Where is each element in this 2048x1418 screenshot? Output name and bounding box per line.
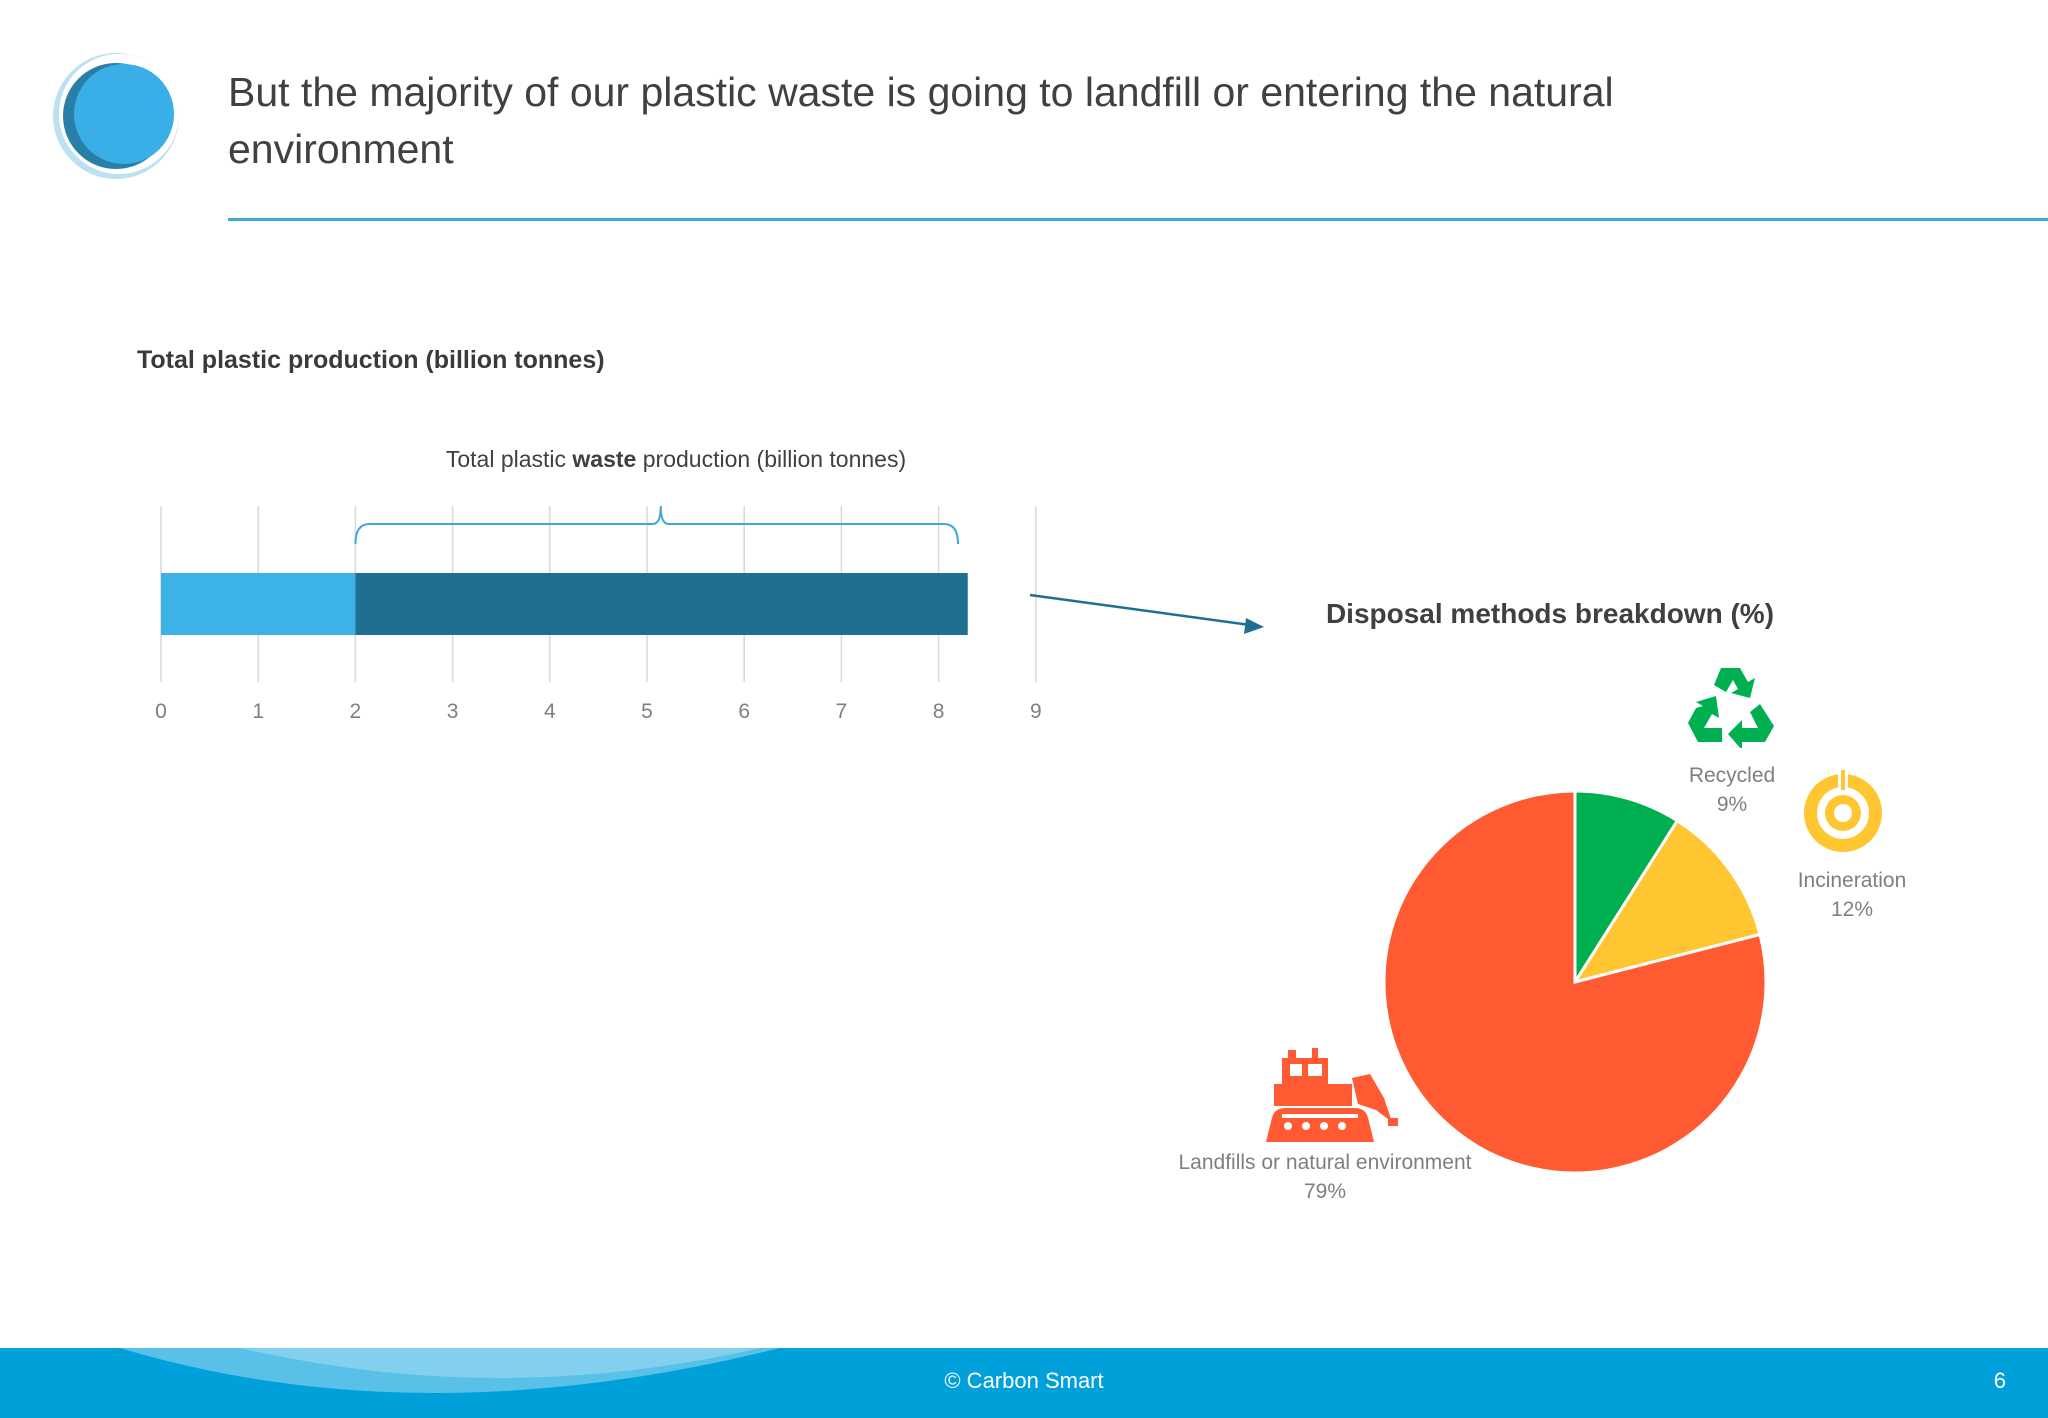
title-divider [228, 218, 2048, 221]
waste-label-pre: Total plastic [445, 446, 573, 472]
x-tick-label: 0 [155, 700, 167, 723]
bar-segment-recycled-share [161, 573, 356, 635]
x-tick-label: 3 [447, 700, 459, 723]
x-tick-label: 8 [933, 700, 945, 723]
x-tick-label: 1 [252, 700, 264, 723]
x-tick-label: 4 [544, 700, 556, 723]
label-landfill: Landfills or natural environment 79% [1150, 1148, 1500, 1206]
waste-bracket [354, 505, 960, 545]
recycle-icon [1688, 668, 1774, 748]
waste-label-bold: waste [572, 446, 637, 472]
label-incineration: Incineration 12% [1772, 866, 1932, 924]
bulldozer-icon [1266, 1048, 1398, 1142]
charts-canvas: 0 1 2 3 4 5 6 7 8 9 [155, 505, 1768, 1175]
x-tick-label: 7 [836, 700, 848, 723]
label-incineration-value: 12% [1830, 898, 1874, 921]
incineration-icon [1804, 770, 1882, 852]
waste-label-post: production (billion tonnes) [636, 446, 907, 472]
page-number: 6 [1993, 1368, 2006, 1393]
x-tick-label: 2 [350, 700, 362, 723]
label-recycled-name: Recycled [1688, 764, 1776, 787]
x-tick-label: 6 [738, 700, 750, 723]
copyright-text: © Carbon Smart [944, 1368, 1104, 1393]
waste-bracket-label: Total plastic waste production (billion … [300, 446, 1052, 473]
pie-slice-recycled [1573, 789, 1680, 988]
x-tick-label: 9 [1030, 700, 1042, 723]
arrow [1029, 593, 1264, 634]
pie-slice-landfills [1382, 789, 1768, 1175]
slide-title: But the majority of our plastic waste is… [228, 69, 1614, 172]
footer-wave [120, 1348, 780, 1393]
footer-bar: © Carbon Smart 6 [0, 1348, 2048, 1418]
label-recycled: Recycled 9% [1672, 761, 1792, 819]
bar-segment-waste [355, 573, 968, 635]
pie-chart-title: Disposal methods breakdown (%) [1325, 598, 1775, 629]
label-landfill-value: 79% [1303, 1180, 1347, 1203]
pie-slice-incineration [1571, 818, 1762, 985]
label-landfill-name: Landfills or natural environment [1178, 1151, 1472, 1174]
bar-chart-title: Total plastic production (billion tonnes… [137, 346, 605, 374]
label-recycled-value: 9% [1716, 793, 1748, 816]
crescent-circle-logo [53, 53, 179, 179]
x-tick-label: 5 [641, 700, 653, 723]
label-incineration-name: Incineration [1797, 869, 1907, 892]
